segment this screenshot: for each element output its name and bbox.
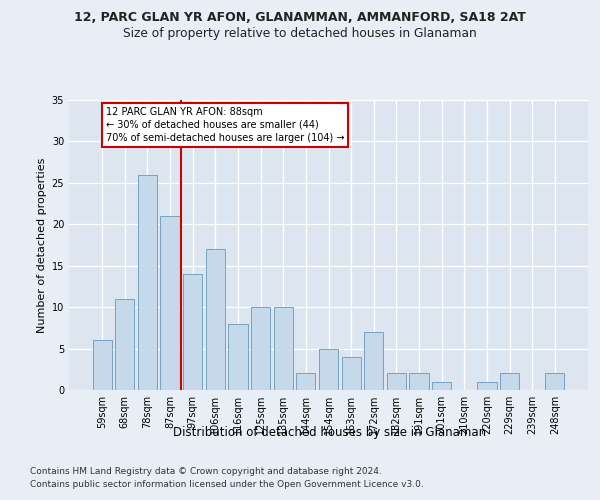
Text: Contains HM Land Registry data © Crown copyright and database right 2024.: Contains HM Land Registry data © Crown c…: [30, 467, 382, 476]
Text: Contains public sector information licensed under the Open Government Licence v3: Contains public sector information licen…: [30, 480, 424, 489]
Bar: [341, 357, 361, 390]
Bar: [296, 374, 316, 390]
Bar: [364, 332, 383, 390]
Bar: [229, 324, 248, 390]
Bar: [160, 216, 180, 390]
Bar: [545, 374, 565, 390]
Bar: [477, 382, 497, 390]
Text: 12 PARC GLAN YR AFON: 88sqm
← 30% of detached houses are smaller (44)
70% of sem: 12 PARC GLAN YR AFON: 88sqm ← 30% of det…: [106, 106, 344, 143]
Bar: [206, 249, 225, 390]
Bar: [432, 382, 451, 390]
Bar: [251, 307, 270, 390]
Bar: [319, 348, 338, 390]
Bar: [387, 374, 406, 390]
Bar: [138, 174, 157, 390]
Text: Distribution of detached houses by size in Glanaman: Distribution of detached houses by size …: [173, 426, 487, 439]
Text: Size of property relative to detached houses in Glanaman: Size of property relative to detached ho…: [123, 28, 477, 40]
Bar: [115, 299, 134, 390]
Bar: [92, 340, 112, 390]
Y-axis label: Number of detached properties: Number of detached properties: [37, 158, 47, 332]
Bar: [274, 307, 293, 390]
Bar: [183, 274, 202, 390]
Text: 12, PARC GLAN YR AFON, GLANAMMAN, AMMANFORD, SA18 2AT: 12, PARC GLAN YR AFON, GLANAMMAN, AMMANF…: [74, 11, 526, 24]
Bar: [409, 374, 428, 390]
Bar: [500, 374, 519, 390]
